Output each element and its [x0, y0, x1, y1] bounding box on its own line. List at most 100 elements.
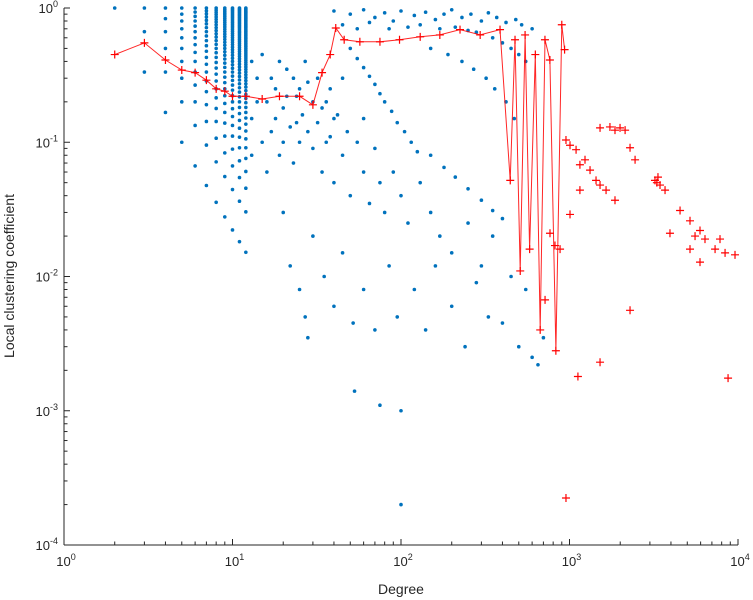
- node-point: [230, 70, 235, 74]
- node-point: [179, 19, 184, 23]
- node-point: [494, 15, 499, 20]
- node-point: [438, 234, 442, 238]
- average-clustering-marker: [161, 55, 170, 64]
- average-clustering-marker: [575, 186, 584, 195]
- average-clustering-marker: [631, 155, 640, 164]
- node-point: [230, 74, 235, 78]
- node-point: [352, 389, 357, 393]
- node-point: [237, 78, 242, 82]
- node-point: [399, 502, 403, 507]
- node-point: [486, 315, 491, 319]
- node-point: [163, 70, 168, 74]
- average-clustering-marker: [596, 358, 605, 367]
- node-point: [230, 83, 235, 87]
- average-clustering-marker: [435, 30, 444, 39]
- node-point: [230, 62, 235, 67]
- node-point: [291, 76, 296, 80]
- node-point: [179, 76, 184, 80]
- average-clustering-marker: [545, 229, 554, 238]
- average-clustering-marker: [331, 23, 340, 32]
- node-point: [230, 66, 235, 71]
- node-point: [509, 274, 513, 279]
- average-clustering-marker: [550, 241, 559, 250]
- node-point: [214, 119, 218, 124]
- node-point: [214, 160, 218, 164]
- node-point: [423, 10, 428, 15]
- node-point: [214, 200, 218, 205]
- node-point: [367, 20, 372, 25]
- node-point: [193, 35, 197, 40]
- node-point: [442, 165, 446, 170]
- node-point: [433, 264, 438, 268]
- node-point: [466, 187, 470, 191]
- node-point: [237, 126, 242, 130]
- average-clustering-marker: [308, 100, 317, 109]
- node-point: [163, 46, 168, 51]
- average-clustering-marker: [676, 206, 685, 215]
- node-point: [382, 11, 387, 15]
- node-point: [355, 140, 360, 145]
- average-clustering-marker: [258, 94, 267, 103]
- average-clustering-marker: [541, 295, 550, 304]
- node-point: [519, 22, 524, 27]
- average-clustering-marker: [686, 245, 695, 254]
- node-point: [340, 22, 345, 27]
- node-point: [204, 70, 209, 74]
- node-point: [214, 60, 218, 65]
- node-point: [391, 170, 396, 174]
- node-point: [214, 55, 218, 60]
- average-clustering-marker: [212, 84, 221, 93]
- node-point: [348, 46, 353, 51]
- node-point: [230, 47, 235, 52]
- node-point: [214, 38, 218, 43]
- average-clustering-marker: [596, 181, 605, 190]
- node-point: [288, 125, 292, 129]
- node-point: [193, 50, 197, 55]
- average-clustering-marker: [621, 126, 630, 135]
- node-point: [269, 129, 274, 134]
- node-point: [237, 65, 242, 69]
- node-point: [179, 46, 184, 51]
- average-clustering-marker: [511, 35, 520, 44]
- node-point: [361, 7, 366, 12]
- node-point: [523, 287, 528, 292]
- node-point: [193, 42, 197, 47]
- node-point: [395, 315, 400, 319]
- node-point: [237, 68, 242, 72]
- node-point: [193, 14, 197, 19]
- node-point: [204, 102, 209, 107]
- node-point: [244, 67, 248, 72]
- node-point: [142, 70, 147, 74]
- average-clustering-marker: [696, 226, 705, 235]
- node-point: [348, 12, 353, 16]
- node-point: [237, 74, 242, 79]
- node-point: [406, 25, 410, 29]
- average-clustering-marker: [275, 92, 284, 101]
- node-point: [490, 234, 495, 238]
- node-point: [322, 274, 326, 279]
- node-point: [324, 140, 329, 145]
- node-point: [288, 264, 292, 268]
- node-point: [204, 29, 209, 34]
- node-point: [230, 53, 235, 58]
- node-point: [284, 67, 289, 72]
- node-point: [214, 25, 218, 30]
- x-tick-label: 102: [393, 552, 412, 569]
- node-point: [230, 59, 235, 64]
- node-point: [516, 52, 521, 57]
- node-point: [244, 156, 248, 161]
- node-point: [214, 42, 218, 47]
- node-point: [536, 362, 540, 367]
- node-point: [315, 120, 320, 125]
- average-clustering-series: [110, 20, 740, 502]
- node-point: [142, 6, 147, 10]
- node-point: [409, 140, 414, 145]
- node-point: [222, 75, 227, 79]
- node-point: [204, 89, 209, 94]
- node-point: [449, 7, 454, 12]
- node-point: [297, 87, 302, 91]
- node-point: [335, 113, 340, 117]
- node-point: [530, 26, 534, 31]
- average-clustering-marker: [572, 145, 581, 154]
